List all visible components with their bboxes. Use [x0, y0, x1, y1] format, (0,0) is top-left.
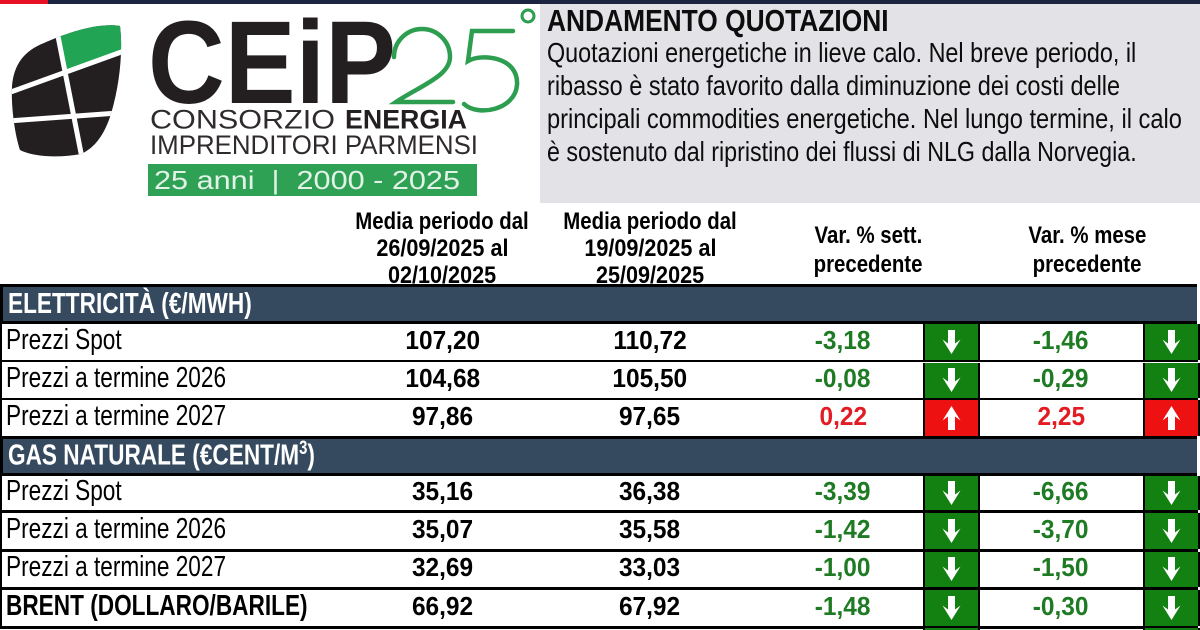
svg-text:25 anni | 2000 - 2025: 25 anni | 2000 - 2025 [154, 165, 460, 195]
svg-text:CONSORZIO: CONSORZIO [150, 105, 335, 135]
svg-text:CEiP: CEiP [148, 0, 396, 129]
svg-text:IMPRENDITORI PARMENSI: IMPRENDITORI PARMENSI [150, 130, 478, 160]
svg-text:ENERGIA: ENERGIA [345, 105, 467, 135]
